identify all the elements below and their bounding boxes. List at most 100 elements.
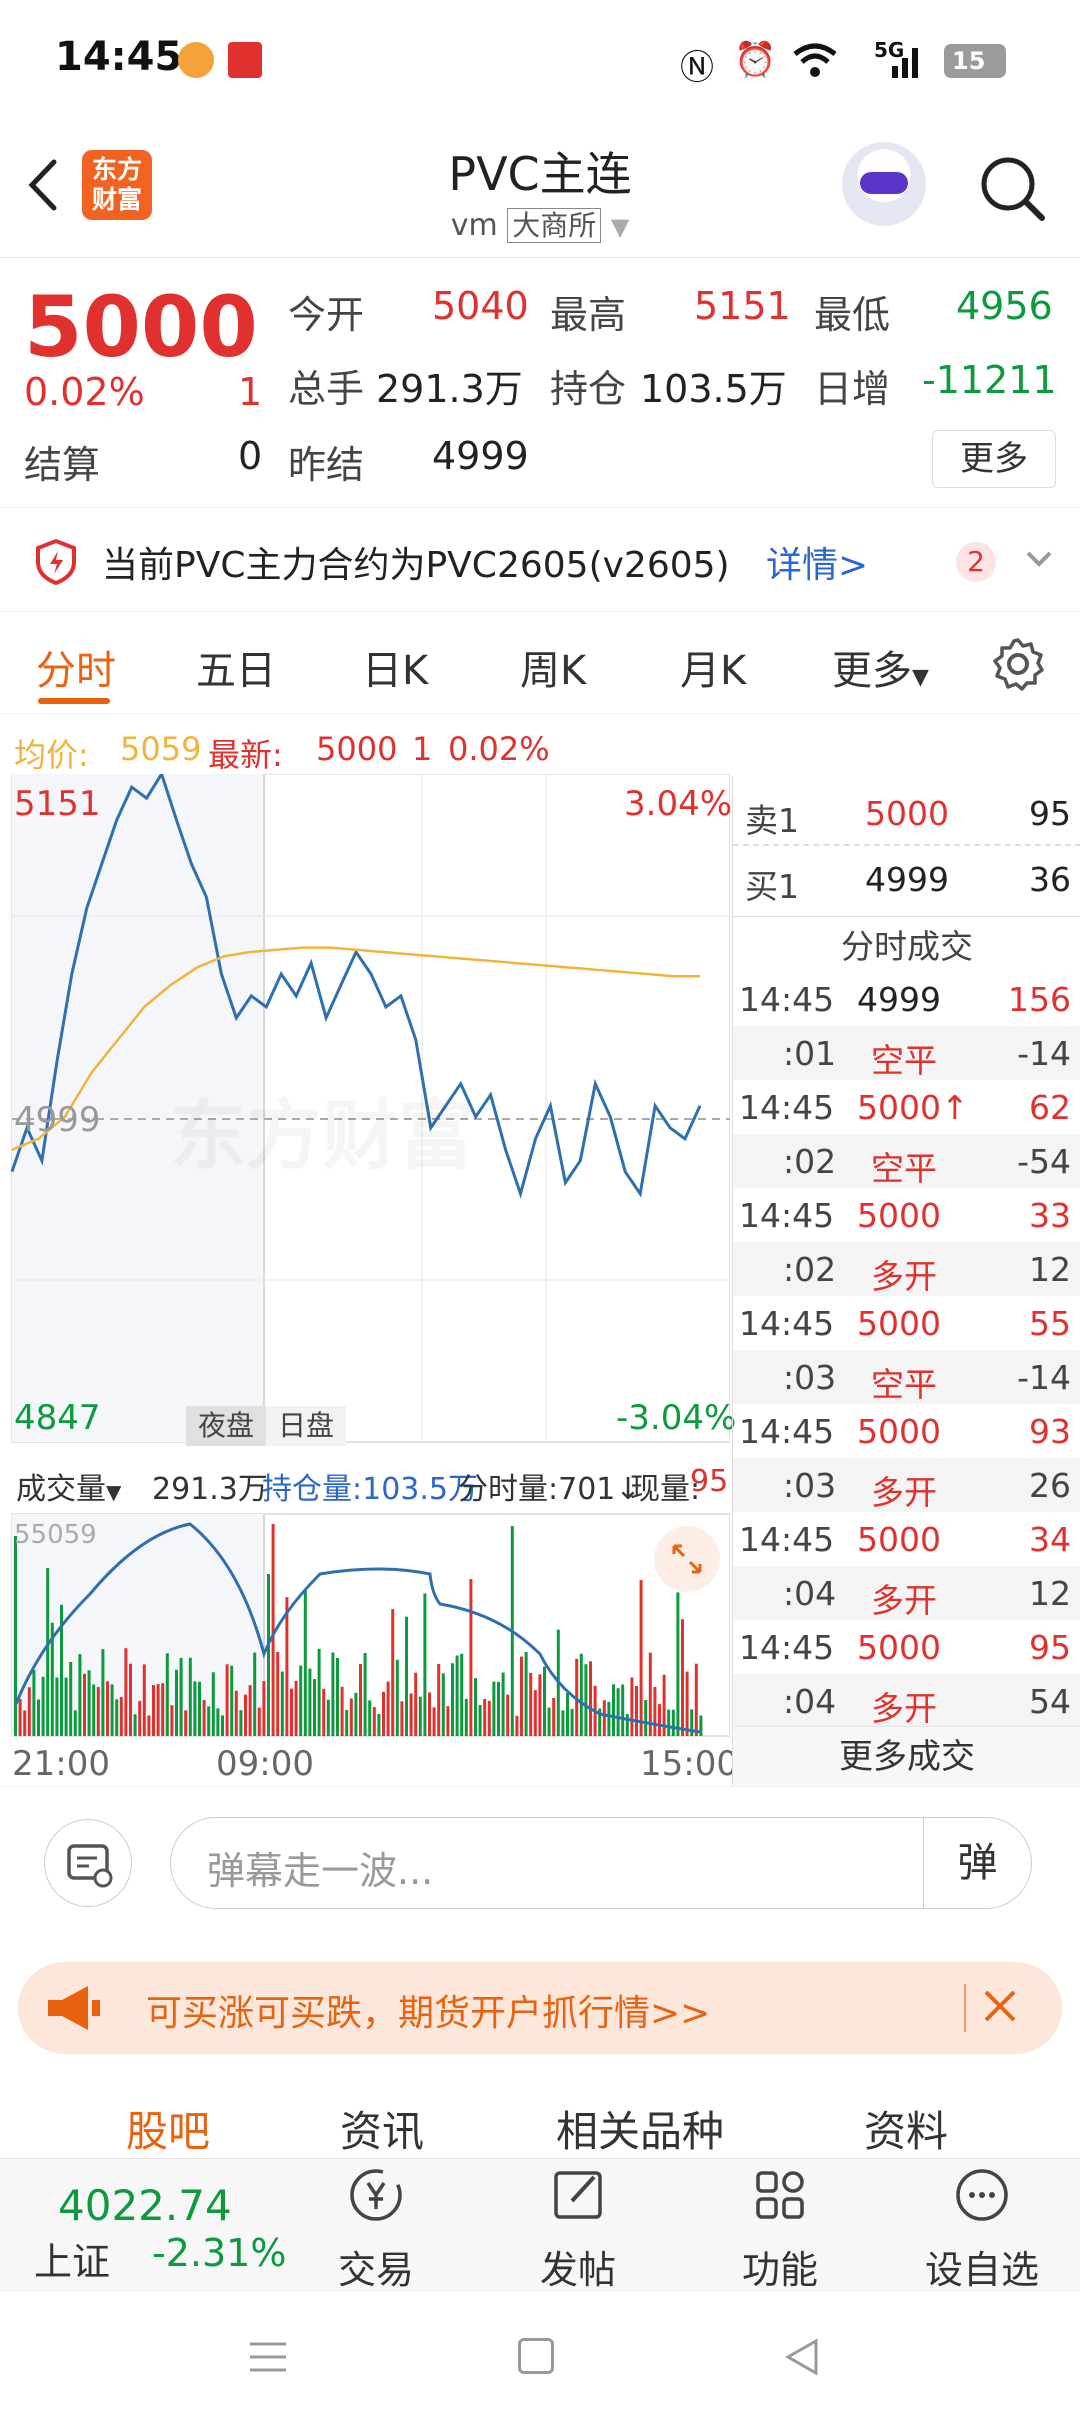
nav-trade[interactable]: 交易: [306, 2163, 446, 2294]
tab-weekly-k[interactable]: 周K: [520, 648, 587, 694]
open-interest-label: 持仓: [550, 367, 627, 411]
volume-bar: [32, 1670, 36, 1736]
back-triangle-icon[interactable]: [784, 2338, 820, 2380]
danmaku-send-button[interactable]: 弹: [923, 1818, 1031, 1908]
volume-bar: [455, 1655, 459, 1736]
volume-bar: [533, 1690, 537, 1736]
trade-price: 多开: [871, 1473, 937, 1512]
tab-daily-k[interactable]: 日K: [362, 648, 429, 694]
trade-price: 5000: [857, 1628, 941, 1667]
volume-bar: [308, 1668, 312, 1736]
exchange-tag: 大商所: [507, 208, 602, 243]
daily-increase-value: -11211: [922, 358, 1057, 402]
book-divider: [733, 916, 1080, 917]
app-notification-icon: [178, 42, 214, 78]
tab-forum[interactable]: 股吧: [126, 2107, 211, 2156]
tab-news[interactable]: 资讯: [340, 2107, 425, 2156]
volume-bar: [671, 1709, 675, 1736]
back-button[interactable]: [22, 150, 62, 220]
volume-bar: [248, 1685, 252, 1736]
volume-bar: [368, 1700, 372, 1736]
volume-bar: [625, 1714, 629, 1736]
volume-bar: [37, 1699, 40, 1736]
danmaku-input[interactable]: 弹幕走一波... 弹: [170, 1817, 1032, 1909]
trade-volume: 95: [1029, 1628, 1071, 1667]
contract-selector[interactable]: vm 大商所 ▼: [340, 204, 740, 244]
night-session-button[interactable]: 夜盘: [186, 1406, 266, 1446]
tab-related[interactable]: 相关品种: [556, 2107, 725, 2156]
settings-button[interactable]: [990, 636, 1046, 696]
volume-indicator-label: 成交量: [16, 1472, 106, 1507]
nav-add-watchlist[interactable]: 设自选: [912, 2163, 1052, 2294]
volume-bar: [46, 1568, 50, 1736]
tab-more[interactable]: 更多▼: [832, 638, 929, 696]
volume-bar: [658, 1704, 661, 1736]
volume-bar: [55, 1677, 59, 1736]
volume-indicator-select[interactable]: 成交量▼: [16, 1464, 121, 1508]
ad-text: 可买涨可买跌，期货开户抓行情>>: [146, 1993, 711, 2034]
assistant-robot-icon[interactable]: [842, 142, 926, 226]
notice-detail-link[interactable]: 详情>: [766, 545, 869, 586]
tab-profile[interactable]: 资料: [864, 2107, 949, 2156]
search-button[interactable]: [978, 154, 1048, 224]
trade-time: :01: [783, 1034, 837, 1073]
volume-bar: [216, 1708, 220, 1736]
nav-add-watchlist-label: 设自选: [924, 2248, 1039, 2292]
volume-bar: [483, 1699, 487, 1736]
fullscreen-button[interactable]: [654, 1526, 720, 1592]
more-trades-button[interactable]: 更多成交: [733, 1726, 1080, 1786]
trade-volume: 12: [1029, 1250, 1071, 1289]
caret-down-icon: ▼: [106, 1480, 122, 1504]
settle-label: 结算: [24, 443, 101, 487]
trade-volume: 26: [1029, 1466, 1071, 1505]
trade-volume: 34: [1029, 1520, 1071, 1559]
trade-time: 14:45: [739, 1520, 835, 1559]
contract-notice[interactable]: 当前PVC主力合约为PVC2605(v2605) 详情> 2: [0, 508, 1080, 612]
sell1-label: 卖1: [745, 801, 799, 840]
more-quote-button[interactable]: 更多: [932, 430, 1056, 488]
danmaku-settings-icon: [67, 1844, 113, 1888]
menu-icon[interactable]: [248, 2340, 288, 2378]
volume-bar: [207, 1706, 211, 1736]
volume-bar: [639, 1580, 643, 1736]
volume-current-value: 95: [690, 1464, 729, 1499]
danmaku-settings-button[interactable]: [44, 1819, 132, 1907]
app-logo[interactable]: 东方 财富: [82, 150, 152, 220]
tab-monthly-k[interactable]: 月K: [680, 648, 747, 694]
volume-bar: [161, 1683, 165, 1736]
index-ticker[interactable]: 4022.74 上证 -2.31%: [20, 2161, 290, 2291]
chart-bottom-percent: -3.04%: [616, 1398, 737, 1438]
chevron-down-icon[interactable]: [1022, 544, 1056, 578]
latest-change-percent: 0.02%: [448, 730, 550, 768]
volume-bar: [110, 1684, 114, 1736]
volume-bar: [221, 1715, 224, 1736]
volume-current-label: 现量:: [630, 1472, 701, 1507]
ad-banner[interactable]: 可买涨可买跌，期货开户抓行情>>: [18, 1962, 1062, 2054]
volume-bar: [520, 1656, 523, 1736]
volume-bar: [451, 1663, 454, 1736]
edit-icon: [554, 2171, 602, 2219]
index-value: 4022.74: [58, 2181, 232, 2230]
volume-bar: [253, 1652, 257, 1736]
nav-functions[interactable]: 功能: [710, 2163, 850, 2294]
close-ad-button[interactable]: [978, 1978, 1022, 2046]
volume-bar: [271, 1524, 275, 1736]
volume-bar: [561, 1710, 565, 1736]
volume-bar: [428, 1692, 431, 1736]
contract-code: vm: [450, 208, 498, 243]
volume-bar: [198, 1681, 201, 1736]
home-icon[interactable]: [518, 2338, 554, 2374]
volume-bar: [211, 1672, 215, 1736]
chevron-left-icon: [28, 159, 57, 211]
volume-bar: [280, 1671, 284, 1736]
comment-bar: 弹幕走一波... 弹: [0, 1786, 1080, 1938]
nav-post[interactable]: 发帖: [508, 2163, 648, 2294]
tab-five-day[interactable]: 五日: [196, 648, 276, 694]
logo-line2: 财富: [91, 185, 142, 214]
day-session-button[interactable]: 日盘: [266, 1406, 346, 1446]
tab-intraday[interactable]: 分时: [36, 648, 116, 694]
volume-bar: [681, 1619, 684, 1736]
high-value: 5151: [694, 284, 791, 328]
chart-mid-price: 4999: [14, 1100, 101, 1140]
